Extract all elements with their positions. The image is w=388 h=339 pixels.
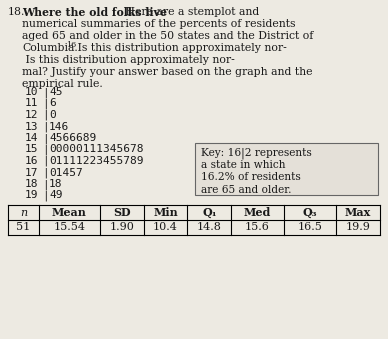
Text: empirical rule.: empirical rule. xyxy=(22,79,103,89)
Text: 10: 10 xyxy=(24,87,38,97)
Text: |: | xyxy=(42,99,49,109)
Text: Max: Max xyxy=(345,207,371,219)
Text: 16: 16 xyxy=(66,41,76,49)
Text: SD: SD xyxy=(113,207,131,219)
Text: Q₁: Q₁ xyxy=(202,207,217,219)
Text: Where the old folks live: Where the old folks live xyxy=(22,7,167,18)
Text: 17: 17 xyxy=(24,167,38,178)
Text: 18: 18 xyxy=(24,179,38,189)
Text: |: | xyxy=(42,144,49,155)
Text: 13: 13 xyxy=(24,121,38,132)
Text: numerical summaries of the percents of residents: numerical summaries of the percents of r… xyxy=(22,19,296,29)
Text: 14.8: 14.8 xyxy=(197,222,222,233)
Text: 146: 146 xyxy=(49,121,69,132)
Text: are 65 and older.: are 65 and older. xyxy=(201,185,291,195)
Text: Is this distribution approximately nor-: Is this distribution approximately nor- xyxy=(22,55,235,65)
Text: 4566689: 4566689 xyxy=(49,133,96,143)
Text: |: | xyxy=(42,87,49,98)
Text: 15.6: 15.6 xyxy=(245,222,270,233)
Text: 18: 18 xyxy=(49,179,62,189)
Text: |: | xyxy=(42,167,49,178)
Text: |: | xyxy=(42,191,49,201)
Text: 01457: 01457 xyxy=(49,167,83,178)
Text: 15: 15 xyxy=(24,144,38,155)
Text: Mean: Mean xyxy=(52,207,87,219)
Text: |: | xyxy=(42,121,49,132)
Text: n: n xyxy=(20,207,27,218)
Text: 19: 19 xyxy=(24,191,38,200)
Text: 12: 12 xyxy=(24,110,38,120)
Text: 16.5: 16.5 xyxy=(298,222,322,233)
Text: 01111223455789: 01111223455789 xyxy=(49,156,144,166)
Text: 0: 0 xyxy=(49,110,56,120)
Text: Q₃: Q₃ xyxy=(303,207,317,219)
Text: 51: 51 xyxy=(16,222,30,233)
Text: 15.54: 15.54 xyxy=(53,222,85,233)
Text: Is this distribution approximately nor-: Is this distribution approximately nor- xyxy=(74,43,287,53)
Text: |: | xyxy=(42,156,49,166)
Text: 49: 49 xyxy=(49,191,62,200)
Text: aged 65 and older in the 50 states and the District of: aged 65 and older in the 50 states and t… xyxy=(22,31,314,41)
Text: 00000111345678: 00000111345678 xyxy=(49,144,144,155)
Text: Med: Med xyxy=(244,207,271,219)
Text: 45: 45 xyxy=(49,87,62,97)
Text: Key: 16|2 represents: Key: 16|2 represents xyxy=(201,147,312,159)
Text: 19.9: 19.9 xyxy=(346,222,371,233)
Text: 10.4: 10.4 xyxy=(153,222,178,233)
Text: 11: 11 xyxy=(24,99,38,108)
Text: Here are a stemplot and: Here are a stemplot and xyxy=(122,7,259,17)
Text: 14: 14 xyxy=(24,133,38,143)
Text: |: | xyxy=(42,179,49,190)
Text: 1.90: 1.90 xyxy=(109,222,134,233)
FancyBboxPatch shape xyxy=(195,142,378,195)
Text: a state in which: a state in which xyxy=(201,160,286,170)
Text: Columbia.: Columbia. xyxy=(22,43,78,53)
Text: |: | xyxy=(42,133,49,143)
Text: mal? Justify your answer based on the graph and the: mal? Justify your answer based on the gr… xyxy=(22,67,312,77)
Text: Min: Min xyxy=(153,207,178,219)
Text: |: | xyxy=(42,110,49,120)
Text: 16: 16 xyxy=(24,156,38,166)
Text: 6: 6 xyxy=(49,99,56,108)
Text: 16.2% of residents: 16.2% of residents xyxy=(201,173,301,182)
Text: 18.: 18. xyxy=(8,7,25,17)
